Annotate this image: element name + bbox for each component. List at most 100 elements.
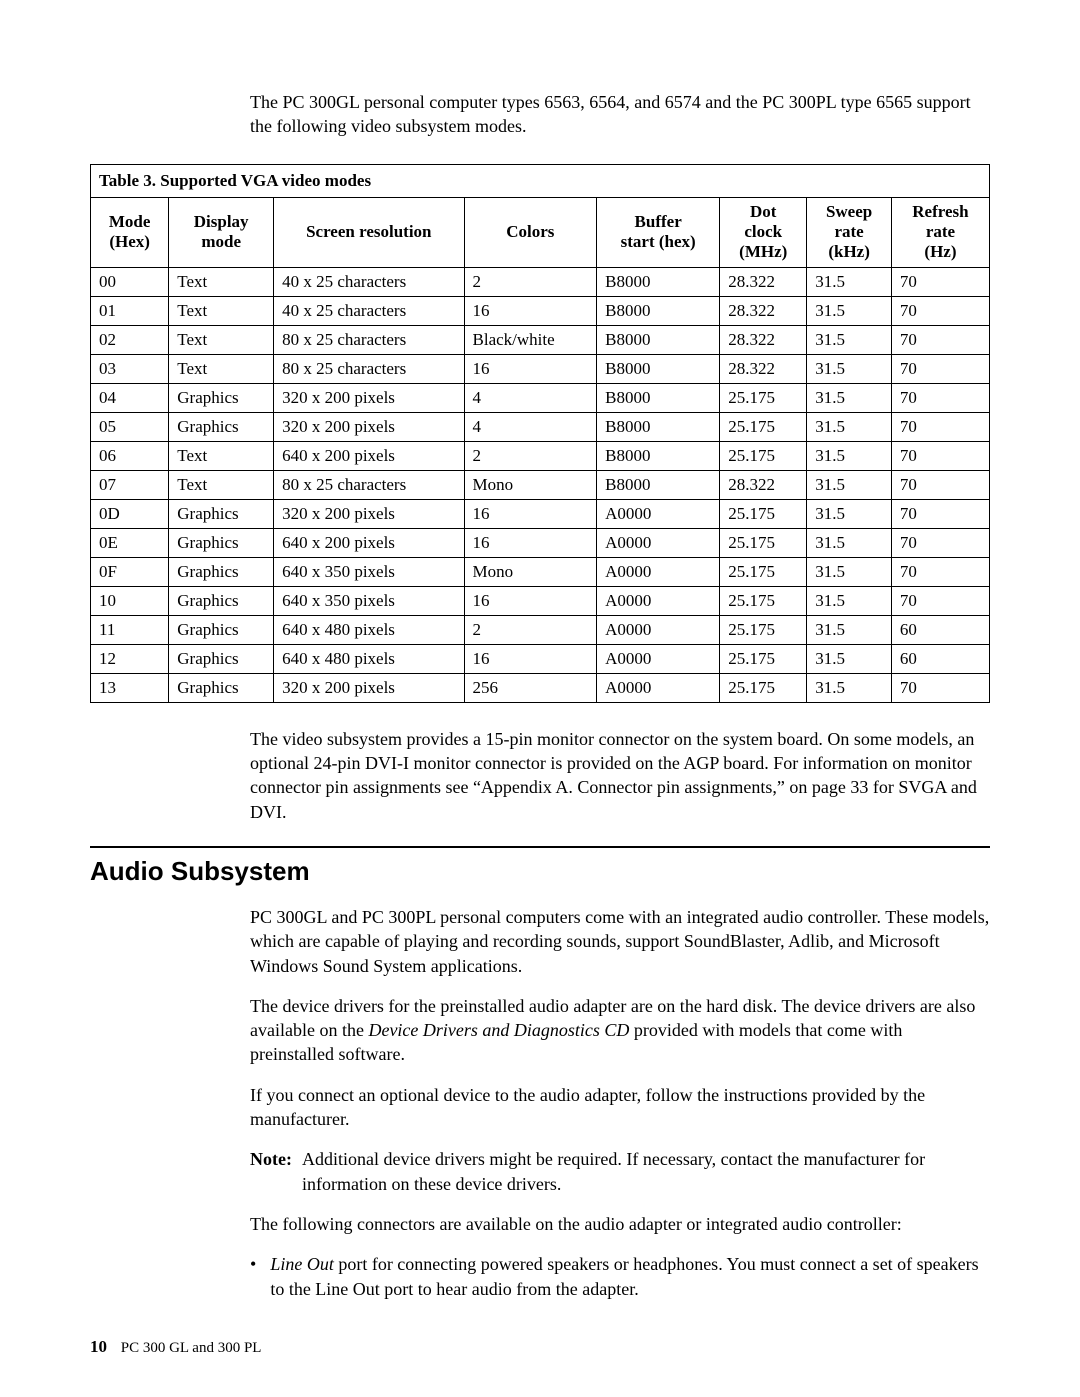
table-cell: A0000 [597,528,720,557]
table-cell: 25.175 [720,615,807,644]
table-cell: Mono [464,470,597,499]
table-cell: 60 [891,615,989,644]
table-cell: Text [169,354,274,383]
page-footer: 10 PC 300 GL and 300 PL [90,1337,261,1357]
table-cell: 70 [891,267,989,296]
table-cell: 256 [464,673,597,702]
table-row: 04Graphics320 x 200 pixels4B800025.17531… [91,383,990,412]
table-row: 12Graphics640 x 480 pixels16A000025.1753… [91,644,990,673]
table-cell: Text [169,325,274,354]
table-cell: B8000 [597,354,720,383]
table-cell: 16 [464,354,597,383]
table-cell: 31.5 [807,499,892,528]
table-cell: B8000 [597,383,720,412]
table-cell: 25.175 [720,586,807,615]
table-cell: 70 [891,499,989,528]
section-divider [90,846,990,848]
table-cell: 25.175 [720,528,807,557]
table-cell: 2 [464,267,597,296]
table-cell: 16 [464,586,597,615]
table-cell: 06 [91,441,169,470]
audio-heading: Audio Subsystem [90,856,990,887]
table-cell: 70 [891,528,989,557]
table-cell: 320 x 200 pixels [274,673,464,702]
table-cell: 31.5 [807,528,892,557]
intro-paragraph: The PC 300GL personal computer types 656… [250,90,990,139]
table-cell: 28.322 [720,267,807,296]
table-cell: 320 x 200 pixels [274,412,464,441]
table-row: 0EGraphics640 x 200 pixels16A000025.1753… [91,528,990,557]
table-cell: Text [169,267,274,296]
table-row: 03Text80 x 25 characters16B800028.32231.… [91,354,990,383]
table-cell: 31.5 [807,557,892,586]
vga-table-wrap: Table 3. Supported VGA video modes Mode(… [90,164,990,703]
table-cell: 31.5 [807,325,892,354]
table-cell: 13 [91,673,169,702]
table-cell: 11 [91,615,169,644]
bullet-italic: Line Out [270,1254,334,1274]
audio-p2-italic: Device Drivers and Diagnostics CD [368,1020,629,1040]
table-cell: 640 x 350 pixels [274,557,464,586]
table-cell: Text [169,441,274,470]
table-cell: 16 [464,296,597,325]
col-dotclock: Dotclock(MHz) [720,197,807,267]
table-cell: 28.322 [720,325,807,354]
table-cell: 31.5 [807,615,892,644]
table-cell: 31.5 [807,644,892,673]
table-cell: 80 x 25 characters [274,354,464,383]
table-cell: 70 [891,557,989,586]
table-cell: 12 [91,644,169,673]
table-cell: Text [169,470,274,499]
table-cell: 31.5 [807,441,892,470]
table-cell: 25.175 [720,383,807,412]
table-cell: 31.5 [807,586,892,615]
footer-title: PC 300 GL and 300 PL [121,1340,262,1356]
table-cell: 04 [91,383,169,412]
table-cell: 10 [91,586,169,615]
table-cell: 16 [464,644,597,673]
table-cell: A0000 [597,673,720,702]
col-display: Displaymode [169,197,274,267]
table-cell: Graphics [169,557,274,586]
table-cell: Graphics [169,673,274,702]
table-cell: 2 [464,441,597,470]
table-caption: Table 3. Supported VGA video modes [90,164,990,197]
table-cell: A0000 [597,586,720,615]
table-cell: 80 x 25 characters [274,325,464,354]
table-cell: B8000 [597,441,720,470]
audio-paragraph-4: The following connectors are available o… [250,1212,990,1236]
page-number: 10 [90,1337,107,1356]
table-cell: 00 [91,267,169,296]
table-cell: A0000 [597,499,720,528]
table-cell: 31.5 [807,470,892,499]
table-row: 0DGraphics320 x 200 pixels16A000025.1753… [91,499,990,528]
table-cell: 640 x 480 pixels [274,615,464,644]
table-row: 05Graphics320 x 200 pixels4B800025.17531… [91,412,990,441]
table-cell: 31.5 [807,296,892,325]
table-header-row: Mode(Hex) Displaymode Screen resolution … [91,197,990,267]
table-cell: Mono [464,557,597,586]
table-row: 00Text40 x 25 characters2B800028.32231.5… [91,267,990,296]
table-cell: 28.322 [720,296,807,325]
table-cell: 70 [891,354,989,383]
audio-paragraph-2: The device drivers for the preinstalled … [250,994,990,1067]
table-cell: 0D [91,499,169,528]
table-cell: 320 x 200 pixels [274,383,464,412]
table-cell: B8000 [597,412,720,441]
table-cell: 03 [91,354,169,383]
table-cell: 28.322 [720,470,807,499]
col-refresh: Refreshrate(Hz) [891,197,989,267]
table-row: 0FGraphics640 x 350 pixelsMonoA000025.17… [91,557,990,586]
col-sweep: Sweeprate(kHz) [807,197,892,267]
table-row: 07Text80 x 25 charactersMonoB800028.3223… [91,470,990,499]
table-cell: B8000 [597,470,720,499]
bullet-dot-icon: • [250,1252,256,1301]
table-cell: 2 [464,615,597,644]
table-cell: 28.322 [720,354,807,383]
table-cell: 31.5 [807,412,892,441]
table-cell: 320 x 200 pixels [274,499,464,528]
table-cell: 05 [91,412,169,441]
table-cell: 25.175 [720,673,807,702]
table-cell: A0000 [597,557,720,586]
table-cell: 70 [891,383,989,412]
